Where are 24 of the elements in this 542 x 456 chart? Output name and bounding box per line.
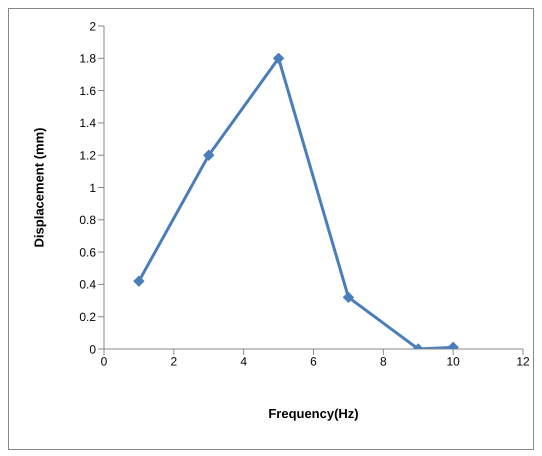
point	[273, 52, 284, 64]
y-tick-label: 0	[89, 342, 96, 356]
x-tick-label: 10	[446, 354, 460, 369]
y-tick-label: 2	[89, 19, 96, 34]
y-tick-label: 1.8	[79, 52, 96, 66]
y-axis-title: Displacement (mm)	[32, 128, 47, 248]
y-tick-label: 0.8	[79, 213, 96, 228]
y-tick-label: 0.2	[79, 310, 96, 324]
y-tick-label: 1.6	[79, 84, 96, 98]
x-tick-label: 6	[310, 354, 318, 369]
x-axis-title: Frequency(Hz)	[268, 406, 359, 422]
x-tick-label: 2	[170, 354, 178, 369]
x-tick-label: 8	[380, 354, 387, 369]
y-tick-label: 0.6	[79, 245, 96, 260]
x-tick-label: 4	[240, 354, 248, 369]
x-tick-label: 12	[516, 354, 530, 369]
point	[203, 150, 214, 161]
y-tick-label: 1.2	[79, 148, 96, 162]
y-tick-label: 1	[89, 180, 96, 195]
y-tick-label: 0.4	[79, 278, 96, 292]
y-tick-label: 1.4	[79, 116, 96, 130]
point	[133, 276, 144, 287]
x-tick-label: 0	[100, 354, 108, 369]
point	[342, 292, 354, 303]
